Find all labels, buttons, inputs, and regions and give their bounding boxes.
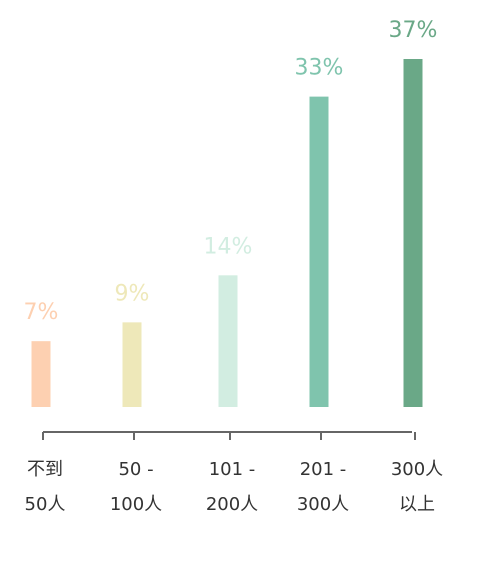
bar [403,59,423,407]
x-tick-label: 100人 [110,494,162,515]
value-label: 9% [115,281,150,306]
value-label: 37% [389,18,438,43]
x-tick-label: 50人 [25,494,66,515]
value-label: 7% [24,300,59,325]
x-tick-label: 101 - [209,459,256,480]
bar [122,322,142,407]
bar [31,341,51,407]
x-tick-label: 200人 [206,494,258,515]
x-tick-label: 300人 [297,494,349,515]
x-tick-label: 201 - [300,459,347,480]
bar [309,96,329,408]
bar [218,275,238,407]
value-label: 33% [295,56,344,81]
x-tick-label: 50 - [118,459,153,480]
x-tick-label: 不到 [27,459,63,480]
value-label: 14% [204,234,253,259]
x-tick-label: 300人 [391,459,443,480]
x-tick-label: 以上 [399,494,435,515]
